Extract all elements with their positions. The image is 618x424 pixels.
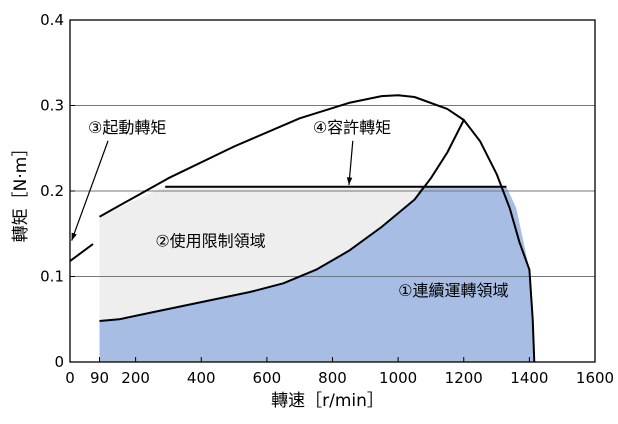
y-tick-label-0-3: 0.3 xyxy=(40,97,64,115)
annotation-2: ②使用限制領域 xyxy=(155,232,265,251)
x-tick-label-600: 600 xyxy=(253,369,282,387)
x-tick-label-1600: 1600 xyxy=(576,369,614,387)
curve-4 xyxy=(69,243,94,262)
annotations-layer: ①連續運轉領域 ②使用限制領域 ③起動轉矩 ④容許轉矩 xyxy=(71,118,508,300)
x-tick-label-0: 0 xyxy=(65,369,75,387)
x-tick-label-1200: 1200 xyxy=(445,369,483,387)
annotation-3: ③起動轉矩 xyxy=(88,118,166,137)
annotation-3-leader xyxy=(71,140,109,241)
annotation-4: ④容許轉矩 xyxy=(313,118,391,137)
curve-1 xyxy=(99,94,536,363)
curves-layer xyxy=(69,94,536,363)
x-tick-label-800: 800 xyxy=(318,369,347,387)
y-tick-label-0-1: 0.1 xyxy=(40,268,64,286)
x-axis-label: 轉速［r/min］ xyxy=(271,391,384,411)
y-axis-ticks: 0 0.1 0.2 0.3 0.4 xyxy=(40,11,75,371)
x-axis-ticks: 0 90 200 400 600 800 1000 1200 1400 1600 xyxy=(65,357,614,387)
x-tick-label-1400: 1400 xyxy=(510,369,548,387)
y-tick-label-0-2: 0.2 xyxy=(40,182,64,200)
regions-layer xyxy=(99,186,535,362)
x-tick-label-400: 400 xyxy=(187,369,216,387)
x-tick-label-1000: 1000 xyxy=(379,369,417,387)
y-tick-label-0: 0 xyxy=(54,353,64,371)
annotation-4-arrowhead xyxy=(346,177,353,186)
curve-3 xyxy=(99,119,465,322)
y-axis-label: 轉矩［N·m］ xyxy=(11,140,31,243)
x-tick-label-90: 90 xyxy=(90,369,109,387)
annotation-3-arrowhead xyxy=(71,232,77,241)
y-tick-label-0-4: 0.4 xyxy=(40,11,64,29)
region-1 xyxy=(99,186,535,362)
region-2 xyxy=(99,186,422,321)
grid-layer xyxy=(70,105,595,277)
x-tick-label-200: 200 xyxy=(121,369,150,387)
annotation-1: ①連續運轉領域 xyxy=(398,281,508,300)
